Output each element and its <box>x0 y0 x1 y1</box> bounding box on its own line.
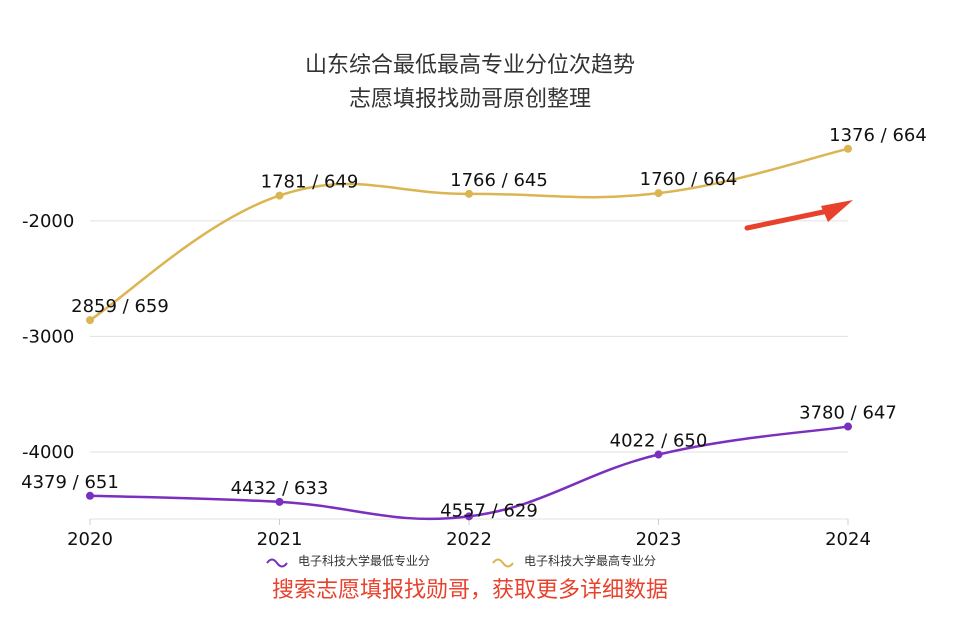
data-label: 1376 / 664 <box>829 125 927 146</box>
data-point[interactable] <box>86 316 94 325</box>
x-tick-label: 2023 <box>636 529 682 550</box>
trend-arrow <box>744 200 853 231</box>
series-layer <box>86 144 852 521</box>
x-axis: 2020 2021 2022 2023 2024 <box>67 518 871 550</box>
data-label: 3780 / 647 <box>799 403 897 424</box>
legend-swatch-max <box>492 558 514 568</box>
data-label: 1760 / 664 <box>640 169 738 190</box>
legend-label-max: 电子科技大学最高专业分 <box>524 553 656 568</box>
x-tick-label: 2022 <box>446 529 492 550</box>
grid-lines <box>90 220 848 453</box>
data-point[interactable] <box>275 191 284 200</box>
y-axis-ticks: -2000 -3000 -4000 <box>22 211 74 463</box>
data-point[interactable] <box>654 189 663 198</box>
legend-item-min[interactable]: 电子科技大学最低专业分 <box>266 553 430 568</box>
data-label: 2859 / 659 <box>71 296 169 317</box>
data-label: 4432 / 633 <box>231 478 329 499</box>
y-tick-label: -3000 <box>22 326 74 347</box>
data-label: 1766 / 645 <box>450 170 548 191</box>
legend-label-min: 电子科技大学最低专业分 <box>298 553 430 568</box>
data-point[interactable] <box>86 491 94 500</box>
legend-swatch-min <box>266 558 288 568</box>
data-label: 4557 / 629 <box>440 500 538 521</box>
y-tick-label: -2000 <box>22 211 74 232</box>
footer-promo-text: 搜索志愿填报找勋哥，获取更多详细数据 <box>272 578 668 603</box>
data-label: 4022 / 650 <box>610 431 708 452</box>
x-tick-label: 2020 <box>67 529 113 550</box>
data-point[interactable] <box>844 422 852 431</box>
x-tick-label: 2024 <box>825 529 871 550</box>
data-labels: 4379 / 651 4432 / 633 4557 / 629 4022 / 650… <box>21 125 927 522</box>
series-line-1 <box>89 147 849 322</box>
x-tick-label: 2021 <box>257 529 303 550</box>
legend-item-max[interactable]: 电子科技大学最高专业分 <box>492 553 656 568</box>
data-point[interactable] <box>465 189 473 198</box>
data-point[interactable] <box>844 144 852 153</box>
y-tick-label: -4000 <box>22 442 74 463</box>
trend-arrow-shaft <box>744 208 831 231</box>
data-point[interactable] <box>654 450 663 459</box>
data-label: 1781 / 649 <box>261 172 359 193</box>
data-point[interactable] <box>275 497 284 506</box>
trend-arrow-head <box>821 200 853 222</box>
chart-title: 山东综合最低最高专业分位次趋势 <box>305 53 635 78</box>
chart-subtitle: 志愿填报找勋哥原创整理 <box>349 87 591 112</box>
data-point[interactable] <box>465 512 473 521</box>
data-label: 4379 / 651 <box>21 472 119 493</box>
legend: 电子科技大学最低专业分 电子科技大学最高专业分 <box>266 553 656 568</box>
